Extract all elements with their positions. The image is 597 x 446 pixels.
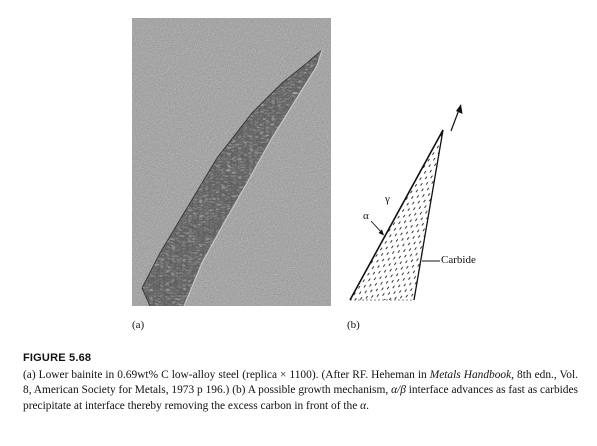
plate-edge xyxy=(413,129,444,301)
alpha-leader-head xyxy=(378,229,384,236)
figure-title: FIGURE 5.68 xyxy=(23,352,92,364)
alpha-label: α xyxy=(363,210,369,222)
caption-italic-3: α xyxy=(360,399,367,412)
caption-italic-2: α/β xyxy=(391,384,406,397)
growth-diagram: γ α Carbide xyxy=(340,95,480,310)
panel-label-a: (a) xyxy=(132,319,145,331)
alpha-beta-interface xyxy=(349,129,444,301)
panel-label-b: (b) xyxy=(347,319,360,331)
growth-arrow-head xyxy=(456,104,463,114)
carbide-label: Carbide xyxy=(441,254,476,266)
bainite-micrograph xyxy=(132,18,331,306)
growth-diagram-lines xyxy=(349,104,463,301)
caption-part-2: 8th edn., Vol. 8, American Society for M… xyxy=(23,369,578,397)
caption-part-4: . xyxy=(366,399,369,412)
gamma-label: γ xyxy=(385,193,390,205)
caption-italic-1: Metals Handbook, xyxy=(429,369,515,381)
caption-part-1: (a) Lower bainite in 0.69wt% C low-alloy… xyxy=(23,369,430,381)
figure-caption: (a) Lower bainite in 0.69wt% C low-alloy… xyxy=(23,368,578,414)
caption-part-3: interface advances as fast as carbides p… xyxy=(23,384,578,412)
